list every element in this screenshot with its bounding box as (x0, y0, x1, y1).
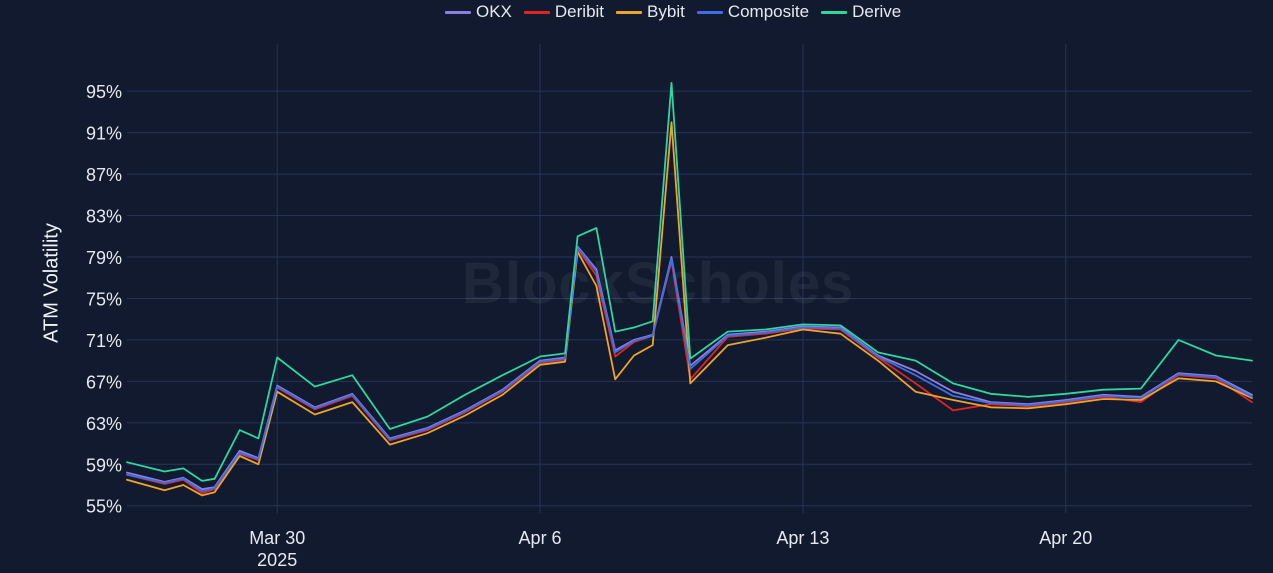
legend-swatch (616, 10, 643, 14)
x-tick-sublabel: 2025 (257, 550, 297, 568)
legend-item-bybit[interactable]: Bybit (616, 2, 685, 22)
legend-label: Bybit (647, 2, 685, 21)
watermark: BlockScholes (462, 251, 855, 316)
legend-item-okx[interactable]: OKX (445, 2, 512, 22)
y-tick-label: 55% (86, 497, 122, 517)
x-tick-label: Apr 13 (776, 528, 829, 548)
legend-label: Deribit (554, 2, 605, 21)
legend-swatch (696, 10, 723, 14)
legend: OKX Deribit Bybit Composite Derive (445, 2, 901, 22)
y-tick-label: 83% (86, 207, 122, 227)
legend-swatch (821, 10, 848, 14)
axes: 55% 59% 63% 67% 71% 75% 79% 83% 87% 91% 95% Mar 30 2… (86, 82, 1092, 570)
legend-swatch (523, 10, 550, 14)
y-tick-label: 63% (86, 414, 122, 434)
x-tick-label: Apr 6 (519, 528, 562, 548)
legend-label: OKX (476, 2, 512, 21)
legend-item-derive[interactable]: Derive (821, 2, 901, 22)
y-tick-label: 87% (86, 165, 122, 185)
series-line-derive (126, 82, 1253, 482)
series-line-bybit (126, 121, 1253, 497)
y-tick-label: 95% (86, 82, 122, 102)
legend-item-deribit[interactable]: Deribit (523, 2, 605, 22)
y-tick-label: 75% (86, 289, 122, 309)
x-tick-label: Mar 30 (249, 528, 305, 548)
legend-label: Composite (727, 2, 810, 21)
y-tick-label: 67% (86, 372, 122, 392)
series-lines (126, 82, 1253, 497)
y-axis-label: ATM Volatility (40, 223, 63, 343)
y-tick-label: 59% (86, 455, 122, 475)
x-tick-label: Apr 20 (1039, 528, 1092, 548)
y-tick-label: 79% (86, 248, 122, 268)
y-tick-label: 91% (86, 124, 122, 144)
y-tick-label: 71% (86, 331, 122, 351)
series-line-composite (126, 246, 1253, 493)
legend-label: Derive (852, 2, 902, 21)
legend-swatch (445, 10, 471, 14)
legend-item-composite[interactable]: Composite (696, 2, 810, 22)
